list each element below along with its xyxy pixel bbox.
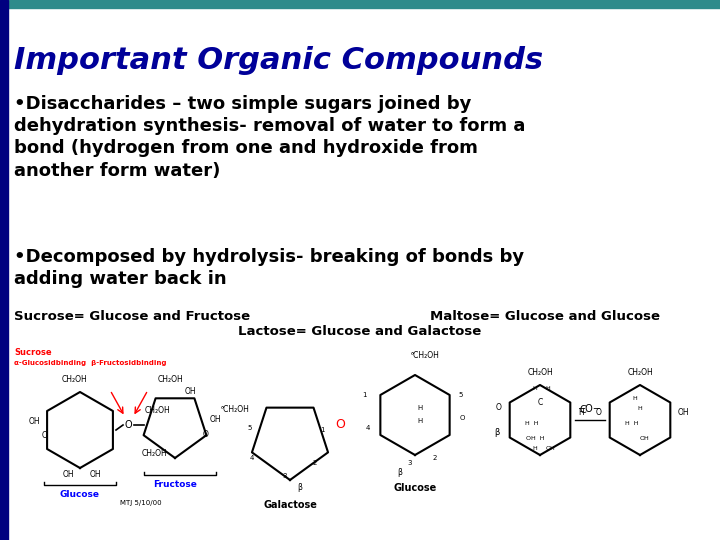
Text: 3: 3	[283, 473, 287, 479]
Text: O: O	[460, 415, 465, 421]
Text: OH: OH	[89, 470, 101, 479]
Text: Galactose: Galactose	[263, 500, 317, 510]
Text: 3: 3	[408, 460, 413, 466]
Text: C: C	[537, 398, 543, 407]
Text: OH: OH	[210, 415, 222, 424]
Text: −O−: −O−	[578, 404, 602, 414]
Bar	[0, 0, 720, 8]
Text: Sucrose= Glucose and Fructose: Sucrose= Glucose and Fructose	[14, 310, 250, 323]
Text: β: β	[495, 428, 500, 437]
Text: O: O	[596, 408, 602, 417]
Text: H: H	[633, 396, 637, 401]
Text: O: O	[496, 403, 502, 412]
Text: H  H: H H	[526, 421, 539, 426]
Text: 4: 4	[366, 425, 370, 431]
Text: CH₂OH: CH₂OH	[527, 368, 553, 377]
Text: CH₂OH: CH₂OH	[144, 406, 170, 415]
Text: β: β	[297, 483, 302, 492]
Text: OH: OH	[184, 387, 196, 396]
Text: H: H	[533, 386, 537, 391]
Text: H: H	[578, 408, 584, 417]
Text: CH₂OH: CH₂OH	[157, 375, 183, 384]
Text: CH₂OH: CH₂OH	[142, 449, 168, 458]
Text: Fructose: Fructose	[153, 480, 197, 489]
Text: OH: OH	[545, 446, 555, 451]
Text: O: O	[124, 420, 132, 430]
Text: H: H	[418, 418, 423, 424]
Text: β: β	[397, 468, 402, 477]
Text: ⁶CH₂OH: ⁶CH₂OH	[410, 351, 439, 360]
Text: O: O	[335, 418, 345, 431]
Text: MTJ 5/10/00: MTJ 5/10/00	[120, 500, 161, 506]
Text: Sucrose: Sucrose	[14, 348, 52, 357]
Text: OH  H: OH H	[526, 436, 544, 441]
Text: 1: 1	[320, 427, 324, 433]
Text: 2: 2	[433, 455, 437, 461]
Text: CH₂OH: CH₂OH	[62, 375, 88, 384]
Text: OH: OH	[62, 470, 74, 479]
Text: •Decomposed by hydrolysis- breaking of bonds by
adding water back in: •Decomposed by hydrolysis- breaking of b…	[14, 248, 524, 288]
Text: CH₂OH: CH₂OH	[627, 368, 653, 377]
Text: Important Organic Compounds: Important Organic Compounds	[14, 46, 543, 75]
Text: H: H	[638, 406, 642, 411]
Text: Glucose: Glucose	[393, 483, 436, 493]
Text: Glucose: Glucose	[60, 490, 100, 499]
Text: 1: 1	[362, 392, 367, 398]
Text: 4: 4	[250, 455, 254, 461]
Text: 2: 2	[312, 460, 318, 466]
Text: OH: OH	[678, 408, 690, 417]
Text: O: O	[41, 430, 47, 440]
Text: H: H	[546, 386, 550, 391]
Text: O: O	[203, 430, 209, 440]
Text: ⁶CH₂OH: ⁶CH₂OH	[220, 406, 249, 415]
Text: H  H: H H	[625, 421, 639, 426]
Text: H: H	[418, 405, 423, 411]
Bar	[0, 0, 8, 540]
Text: H: H	[533, 446, 537, 451]
Text: C: C	[580, 405, 586, 415]
Text: Maltose= Glucose and Glucose: Maltose= Glucose and Glucose	[430, 310, 660, 323]
Text: OH: OH	[28, 417, 40, 427]
Text: •Disaccharides – two simple sugars joined by
dehydration synthesis- removal of w: •Disaccharides – two simple sugars joine…	[14, 95, 526, 180]
Text: α-Glucosidbinding  β-Fructosidbinding: α-Glucosidbinding β-Fructosidbinding	[14, 360, 166, 366]
Text: OH: OH	[640, 436, 650, 441]
Text: Lactose= Glucose and Galactose: Lactose= Glucose and Galactose	[238, 325, 482, 338]
Text: 5: 5	[458, 392, 462, 398]
Text: 5: 5	[248, 425, 252, 431]
